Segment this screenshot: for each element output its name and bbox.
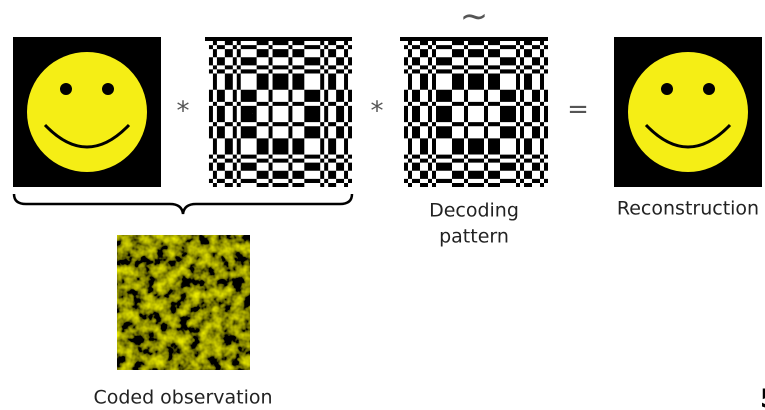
decoding-label: pattern: [439, 226, 509, 248]
reconstruction-image: [614, 37, 762, 187]
coded-aperture: [205, 37, 352, 187]
convolve-operator: *: [371, 97, 384, 127]
page-number: 5: [760, 385, 765, 410]
decoding-label: Decoding: [429, 200, 519, 222]
input-image: [13, 37, 161, 187]
decoding-pattern: [400, 37, 548, 187]
tilde: ∼: [460, 0, 489, 37]
equals-operator: =: [567, 95, 589, 125]
pattern-bg: [205, 37, 352, 187]
brace: [14, 194, 352, 214]
reconstruction-label: Reconstruction: [617, 198, 759, 220]
convolve-operator: *: [177, 97, 190, 127]
coded-observation-label: Coded observation: [93, 387, 272, 409]
slide: * * ∼ = Decoding pattern Reconstruction …: [0, 0, 765, 410]
pattern-bg: [400, 37, 548, 187]
coded-observation-image: [117, 235, 250, 370]
